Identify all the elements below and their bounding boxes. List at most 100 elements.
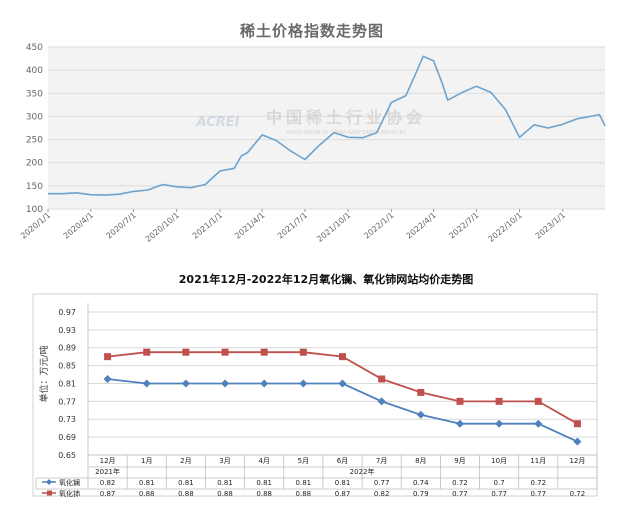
chart1-y-tick-label: 450 [26,43,43,53]
lanthanum-point [142,379,151,388]
cerium-point [456,397,464,405]
chart2-x-tick-label: 9月 [454,457,465,465]
chart2-y-label: 单位：万元/吨 [38,345,50,402]
chart1-x-tick-label: 2021/1/1 [191,211,224,241]
chart2-year-label: 2021年 [95,467,120,476]
chart2-x-tick-label: 4月 [258,457,269,465]
chart2-y-tick-label: 0.69 [58,433,76,442]
cerium-point [495,397,503,405]
lanthanum-point [103,375,112,383]
chart2-x-tick-label: 7月 [376,457,387,465]
chart2-title: 2021年12月-2022年12月氧化镧、氧化铈网站均价走势图 [179,272,473,286]
table-value: 0.81 [139,479,155,487]
lanthanum-point [299,379,308,388]
table-value: 0.81 [217,479,233,487]
chart1-series [48,55,606,196]
chart2-x-tick-label: 5月 [298,457,309,465]
lanthanum-cerium-price-chart: 2021年12月-2022年12月氧化镧、氧化铈网站均价走势图 单位：万元/吨 … [32,272,598,498]
table-value: 0.81 [335,479,351,487]
chart1-x-tick-label: 2022/10/1 [487,211,524,244]
chart1-y-tick-label: 400 [26,66,43,76]
table-value: 0.81 [178,479,194,487]
chart2-x-tick-label: 3月 [219,457,230,465]
chart2-y-axis: 0.65 0.69 0.73 0.77 0.81 0.85 0.89 0.93 0.97 [58,308,76,460]
chart1-y-tick-label: 100 [26,205,43,215]
chart2-frame [32,293,598,497]
lanthanum-line [107,378,578,443]
table-value: 0.77 [491,490,507,498]
chart2-y-tick-label: 0.65 [58,451,76,460]
table-value: 0.81 [296,479,312,487]
lanthanum-point [534,419,543,428]
watermark-en: ASSOCIATION OF CHINA RARE EARTH INDUSTRY [286,130,406,136]
table-value: 0.74 [413,479,429,487]
chart2-x-tick-label: 12月 [569,457,585,465]
chart1-y-tick-label: 300 [26,112,43,122]
lanthanum-point [495,419,504,428]
table-value: 0.88 [178,490,194,498]
chart2-x-tick-label: 6月 [337,457,348,465]
table-value: 0.87 [100,490,116,498]
watermark-logo: ACREI [196,115,240,130]
chart1-x-tick-label: 2021/10/1 [315,211,352,244]
chart1-grid [48,46,605,210]
legend-series-name: 氧化镧 [59,478,80,487]
chart2-data-table: 12月 1月 2月 3月 4月 5月 6月 7月 8月 9月 10月 11月 12月 2021年 2022年… [35,454,598,498]
cerium-point [417,388,425,396]
lanthanum-point [221,379,230,388]
lanthanum-point [338,379,347,388]
chart2-x-tick-label: 10月 [491,457,507,465]
cerium-line [107,351,578,425]
chart1-y-axis: 100 150 200 250 300 350 400 450 [26,43,43,215]
chart2-x-tick-label: 2月 [180,457,191,465]
table-value: 0.72 [570,490,586,498]
chart1-watermark: ACREI 中国稀土行业协会 ASSOCIATION OF CHINA RARE… [196,108,426,136]
table-value: 0.81 [256,479,272,487]
chart1-index-line [48,55,606,196]
chart2-year-label: 2022年 [350,467,375,476]
cerium-point [378,375,386,383]
chart1-x-tick-label: 2021/4/1 [233,211,266,241]
chart1-y-tick-label: 200 [26,159,43,169]
table-value: 0.7 [494,479,505,487]
lanthanum-point [416,410,425,419]
table-value: 0.88 [256,490,272,498]
chart1-x-tick-label: 2022/7/1 [447,211,480,241]
chart1-y-tick-label: 150 [26,182,43,192]
table-value: 0.72 [530,479,546,487]
lanthanum-point [455,419,464,428]
table-value: 0.88 [217,490,233,498]
chart1-y-tick-label: 250 [26,136,43,146]
table-value: 0.87 [335,490,351,498]
table-value: 0.82 [374,490,390,498]
chart1-x-tick-label: 2023/1/1 [534,211,567,241]
chart2-y-tick-label: 0.81 [58,379,76,388]
legend-series-name: 氧化铈 [59,489,80,498]
rare-earth-index-chart: 稀土价格指数走势图 100 150 200 250 300 350 400 450 2020/… [19,22,606,244]
chart2-y-tick-label: 0.85 [58,362,76,371]
chart2-x-tick-label: 8月 [415,457,426,465]
legend-marker [46,479,52,485]
legend-marker [47,490,52,496]
chart1-x-tick-label: 2021/7/1 [276,211,309,241]
table-value: 0.88 [139,490,155,498]
cerium-point [182,348,190,356]
cerium-point [339,353,346,361]
cerium-point [104,353,112,361]
lanthanum-point [260,379,269,388]
lanthanum-point [377,397,386,406]
chart1-x-tick-label: 2020/10/1 [144,211,181,244]
cerium-point [573,420,581,428]
chart2-y-tick-label: 0.89 [58,344,76,353]
chart2-x-tick-label: 11月 [530,457,546,465]
watermark-cn: 中国稀土行业协会 [266,108,426,127]
cerium-point [221,348,229,356]
chart2-y-tick-label: 0.77 [58,397,76,406]
chart2-y-tick-label: 0.97 [58,308,76,317]
table-value: 0.77 [530,490,546,498]
chart1-plot-area [48,47,605,209]
table-value: 0.88 [296,490,312,498]
chart2-x-tick-label: 1月 [141,457,152,465]
chart1-x-axis: 2020/1/1 2020/4/1 2020/7/1 2020/10/1 2021/1/… [19,209,567,244]
